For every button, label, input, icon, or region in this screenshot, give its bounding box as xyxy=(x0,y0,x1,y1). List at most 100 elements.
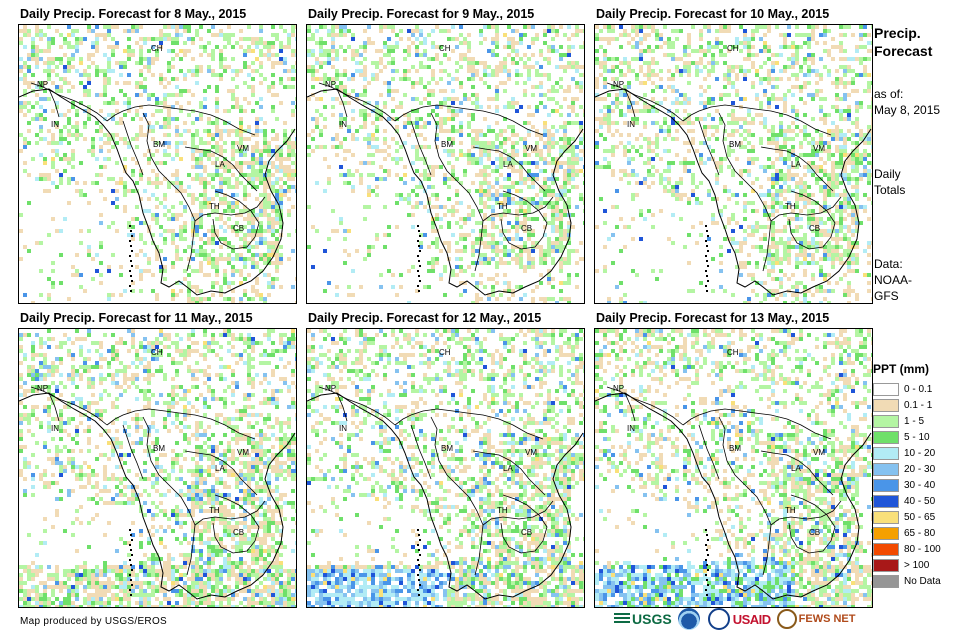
precip-cell xyxy=(771,177,775,181)
precip-cell xyxy=(779,69,783,73)
precip-cell xyxy=(151,169,155,173)
precip-cell xyxy=(27,69,31,73)
precip-cell xyxy=(39,177,43,181)
precip-cell xyxy=(643,81,647,85)
precip-cell xyxy=(555,205,559,209)
precip-cell xyxy=(843,217,847,221)
precip-cell xyxy=(691,61,695,65)
precip-cell xyxy=(431,73,435,77)
precip-cell xyxy=(255,161,259,165)
precip-cell xyxy=(391,109,395,113)
precip-cell xyxy=(579,125,583,129)
precip-cell xyxy=(567,205,571,209)
precip-cell xyxy=(79,41,83,45)
precip-cell xyxy=(139,105,143,109)
precip-cell xyxy=(279,161,283,165)
precip-cell xyxy=(455,157,459,161)
precip-cell xyxy=(39,293,43,297)
precip-cell xyxy=(575,121,579,125)
precip-cell xyxy=(375,233,379,237)
precip-cell xyxy=(535,165,539,169)
precip-cell xyxy=(603,137,607,141)
precip-cell xyxy=(231,225,235,229)
precip-cell xyxy=(527,209,531,213)
precip-cell xyxy=(859,61,863,65)
precip-cell xyxy=(375,125,379,129)
precip-cell xyxy=(743,201,747,205)
precip-cell xyxy=(855,217,859,221)
precip-cell xyxy=(443,177,447,181)
precip-cell xyxy=(467,125,471,129)
precip-cell xyxy=(851,241,855,245)
precip-cell xyxy=(331,229,335,233)
precip-cell xyxy=(819,57,823,61)
precip-cell xyxy=(775,157,779,161)
precip-cell xyxy=(855,101,859,105)
precip-cell xyxy=(791,53,795,57)
precip-cell xyxy=(263,161,267,165)
precip-cell xyxy=(479,241,483,245)
precip-cell xyxy=(127,101,131,105)
precip-cell xyxy=(439,125,443,129)
precip-cell xyxy=(547,237,551,241)
precip-cell xyxy=(227,241,231,245)
precip-cell xyxy=(555,229,559,233)
precip-cell xyxy=(635,33,639,37)
precip-cell xyxy=(271,277,275,281)
precip-cell xyxy=(807,133,811,137)
precip-cell xyxy=(235,165,239,169)
precip-cell xyxy=(791,129,795,133)
precip-cell xyxy=(215,209,219,213)
precip-cell xyxy=(307,133,311,137)
precip-cell xyxy=(431,225,435,229)
precip-cell xyxy=(479,153,483,157)
precip-cell xyxy=(855,245,859,249)
precip-cell xyxy=(503,249,507,253)
panel-title: Daily Precip. Forecast for 9 May., 2015 xyxy=(308,7,535,21)
precip-cell xyxy=(431,165,435,169)
precip-cell xyxy=(751,209,755,213)
precip-cell xyxy=(863,89,867,93)
precip-cell xyxy=(791,217,795,221)
precip-cell xyxy=(183,121,187,125)
precip-cell xyxy=(751,85,755,89)
precip-cell xyxy=(507,25,511,29)
precip-cell xyxy=(559,153,563,157)
precip-cell xyxy=(527,265,531,269)
precip-cell xyxy=(463,233,467,237)
precip-cell xyxy=(867,197,871,201)
precip-cell xyxy=(683,161,687,165)
precip-cell xyxy=(847,57,851,61)
precip-cell xyxy=(163,213,167,217)
precip-cell xyxy=(479,257,483,261)
precip-cell xyxy=(711,97,715,101)
precip-cell xyxy=(415,53,419,57)
precip-cell xyxy=(759,101,763,105)
precip-cell xyxy=(687,53,691,57)
precip-cell xyxy=(539,245,543,249)
precip-cell xyxy=(307,65,311,69)
precip-cell xyxy=(819,109,823,113)
precip-cell xyxy=(803,197,807,201)
precip-cell xyxy=(583,181,584,185)
precip-cell xyxy=(367,205,371,209)
precip-cell xyxy=(459,121,463,125)
precip-cell xyxy=(227,169,231,173)
precip-cell xyxy=(227,201,231,205)
precip-cell xyxy=(835,161,839,165)
precip-cell xyxy=(127,53,131,57)
precip-cell xyxy=(223,161,227,165)
precip-cell xyxy=(307,69,311,73)
precip-cell xyxy=(799,241,803,245)
precip-cell xyxy=(199,157,203,161)
precip-cell xyxy=(831,185,835,189)
precip-cell xyxy=(87,25,91,29)
precip-cell xyxy=(767,81,771,85)
precip-cell xyxy=(171,205,175,209)
precip-cell xyxy=(511,161,515,165)
precip-cell xyxy=(799,97,803,101)
precip-cell xyxy=(515,73,519,77)
precip-cell xyxy=(263,45,267,49)
precip-cell xyxy=(107,149,111,153)
precip-cell xyxy=(731,69,735,73)
